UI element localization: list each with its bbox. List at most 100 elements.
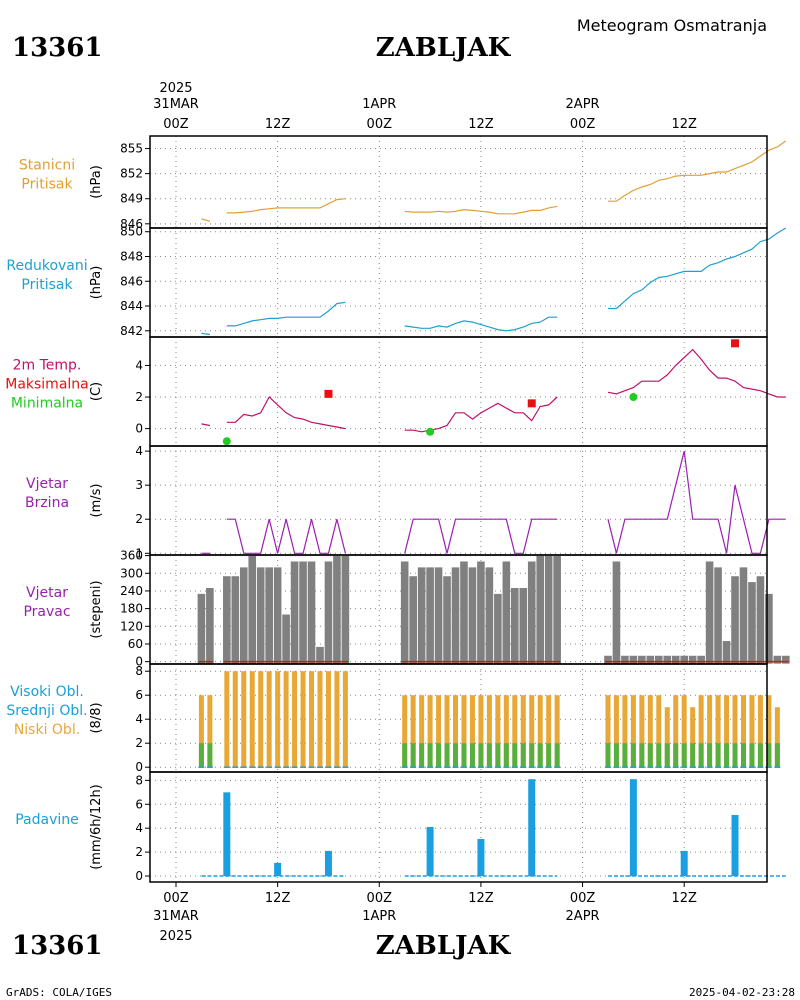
mid-cloud-bar [461, 743, 467, 768]
year-label-top: 2025 [159, 81, 192, 96]
wind-dir-bar [333, 555, 341, 664]
panel-redukovani: 842 844 846 848 850 (hPa)Redukovani Pritisak [6, 225, 787, 338]
y-tick-label: 852 [120, 167, 143, 181]
precip-bar [426, 827, 434, 877]
panel-label: Redukovani [6, 258, 87, 274]
wind-dir-bar [468, 567, 477, 664]
bottom-date-label: 2APR [566, 909, 600, 924]
mid-cloud-bar [469, 743, 475, 768]
y-tick-label: 2 [135, 390, 143, 404]
wind-dir-bar [494, 593, 502, 664]
product-title: Meteogram Osmatranja [577, 16, 767, 35]
top-date-label: 31MAR [153, 97, 199, 112]
low-cloud-bar [495, 695, 501, 768]
series-line [607, 348, 786, 398]
low-cloud-bar [258, 671, 264, 768]
y-axis-label: (8/8) [89, 702, 104, 733]
mid-cloud-bar [766, 743, 772, 768]
station-name-top: ZABLJAK [376, 33, 512, 63]
panel-stanicni: 846 849 852 855 (hPa) Stanicni Pritisak [19, 135, 787, 231]
precip-bar [680, 850, 688, 877]
wind-dir-bar [782, 655, 790, 664]
wind-dir-bar [223, 576, 231, 664]
wind-dir-bar [748, 582, 756, 664]
y-tick-label: 846 [120, 217, 143, 231]
wind-dir-bar [519, 587, 528, 664]
panel-label: Stanicni [19, 158, 75, 174]
y-tick-label: 4 [135, 712, 143, 726]
mid-cloud-bar [732, 743, 738, 768]
panel-temperatura: 0 2 4 (C) 2m Temp. Maksimalna Minimalna [5, 336, 786, 447]
mid-cloud-bar [664, 743, 670, 768]
low-cloud-bar [673, 695, 679, 768]
mid-cloud-bar [554, 743, 560, 768]
mid-cloud-bar [537, 743, 543, 768]
wind-dir-bar [739, 567, 748, 664]
wind-dir-bar [756, 576, 765, 664]
panel-frame [149, 336, 768, 447]
low-cloud-bar [266, 671, 272, 768]
series-line [226, 301, 346, 327]
wind-dir-bar [451, 567, 460, 664]
panel-label: 2m Temp. [13, 358, 82, 374]
y-tick-label: 1 [135, 546, 143, 560]
series-line [404, 518, 558, 554]
mid-cloud-bar [503, 743, 509, 768]
station-id-top: 13361 [12, 33, 102, 63]
y-tick-label: 850 [120, 225, 143, 239]
low-cloud-bar [309, 671, 315, 768]
wind-dir-bar [443, 576, 451, 664]
low-cloud-bar [766, 695, 772, 768]
low-cloud-bar [554, 695, 560, 768]
low-cloud-bar [757, 695, 763, 768]
wind-dir-bar [256, 567, 265, 664]
mid-cloud-bar [740, 743, 746, 768]
y-tick-label: 2 [135, 736, 143, 750]
tmin-marker [629, 393, 638, 402]
wind-dir-bar [604, 655, 612, 664]
mid-cloud-bar [419, 743, 425, 768]
precip-bar [274, 862, 282, 877]
mid-cloud-bar [639, 743, 645, 768]
series-line [201, 332, 210, 336]
wind-dir-bar [460, 561, 468, 664]
y-tick-label: 4 [135, 821, 143, 835]
mid-cloud-bar [715, 743, 721, 768]
bottom-hour-label: 00Z [367, 891, 393, 906]
low-cloud-bar [461, 695, 467, 768]
panel-label: Pravac [23, 604, 70, 620]
low-cloud-bar [469, 695, 475, 768]
y-axis-label: (m/s) [89, 484, 104, 518]
wind-dir-bar [341, 555, 350, 664]
wind-dir-bar [773, 655, 782, 664]
wind-dir-bar [248, 555, 257, 664]
wind-dir-bar [239, 567, 248, 664]
y-tick-label: 849 [120, 192, 143, 206]
mid-cloud-bar [520, 743, 526, 768]
mid-cloud-bar [436, 743, 442, 768]
wind-dir-bar [671, 655, 680, 664]
y-tick-label: 846 [120, 274, 143, 288]
wind-dir-bar [646, 655, 655, 664]
mid-cloud-bar [673, 743, 679, 768]
low-cloud-bar [520, 695, 526, 768]
low-cloud-bar [681, 695, 687, 768]
mid-cloud-bar [427, 743, 433, 768]
low-cloud-bar [546, 695, 552, 768]
series-line [404, 205, 558, 215]
wind-dir-bar [638, 655, 646, 664]
top-time-axis: 31MAR 00Z 12Z 1APR 00Z 12Z 2APR 00Z 12Z [153, 97, 697, 132]
bottom-date-label: 31MAR [153, 909, 199, 924]
low-cloud-bar [503, 695, 509, 768]
bottom-hour-label: 00Z [163, 891, 189, 906]
series-line [608, 140, 787, 202]
y-tick-label: 4 [135, 444, 143, 458]
low-cloud-bar [622, 695, 628, 768]
mid-cloud-bar [529, 743, 535, 768]
mid-cloud-bar [749, 743, 755, 768]
wind-dir-bar [206, 587, 214, 664]
tmax-marker [324, 389, 333, 398]
low-cloud-bar [537, 695, 543, 768]
tmax-marker [731, 339, 740, 348]
mid-cloud-bar [774, 743, 780, 768]
